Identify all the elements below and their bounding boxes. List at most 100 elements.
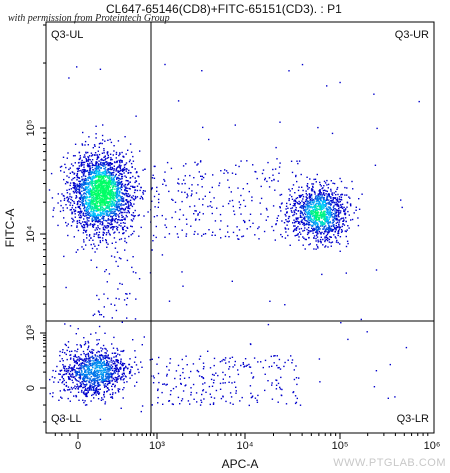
event-dot: [95, 394, 97, 396]
event-dot: [312, 189, 314, 191]
event-dot: [103, 357, 105, 359]
event-dot: [91, 385, 93, 387]
event-dot: [103, 167, 105, 170]
event-dot: [134, 209, 136, 212]
event-dot: [151, 404, 153, 406]
event-dot: [106, 350, 108, 352]
event-dot: [119, 203, 122, 206]
event-dot: [242, 219, 245, 222]
event-dot: [319, 198, 322, 200]
event-dot: [98, 209, 100, 212]
event-dot: [102, 216, 104, 218]
event-dot: [135, 180, 137, 182]
event-dot: [104, 270, 106, 273]
event-dot: [60, 204, 62, 207]
event-dot: [87, 340, 89, 343]
event-dot: [202, 389, 205, 391]
event-dot: [252, 376, 255, 378]
event-dot: [211, 385, 214, 387]
event-dot: [330, 242, 332, 244]
event-dot: [107, 186, 109, 188]
event-dot: [235, 390, 237, 392]
event-dot: [240, 213, 242, 215]
event-dot: [92, 314, 94, 317]
event-dot: [318, 197, 321, 199]
event-dot: [271, 398, 274, 400]
event-dot: [86, 206, 89, 209]
event-dot: [120, 160, 123, 162]
event-dot: [106, 202, 109, 205]
event-dot: [107, 225, 110, 227]
event-dot: [311, 210, 314, 212]
event-dot: [110, 157, 112, 159]
event-dot: [162, 183, 164, 185]
event-dot: [326, 218, 329, 220]
event-dot: [104, 401, 107, 403]
event-dot: [284, 213, 286, 216]
event-dot: [109, 168, 111, 170]
event-dot: [184, 191, 186, 194]
event-dot: [87, 177, 89, 179]
event-dot: [340, 196, 343, 198]
event-dot: [119, 183, 121, 185]
event-dot: [315, 222, 317, 224]
event-dot: [313, 235, 316, 237]
event-dot: [91, 348, 93, 351]
event-dot: [83, 218, 85, 220]
event-dot: [114, 361, 116, 363]
event-dot: [82, 184, 84, 186]
event-dot: [82, 131, 84, 134]
event-dot: [239, 400, 241, 402]
event-dot: [78, 399, 80, 401]
event-dot: [104, 202, 106, 204]
event-dot: [125, 170, 127, 172]
event-dot: [330, 200, 332, 202]
event-dot: [181, 183, 183, 185]
event-dot: [194, 161, 196, 164]
event-dot: [69, 388, 71, 391]
event-dot: [60, 170, 62, 172]
event-dot: [103, 212, 105, 214]
event-dot: [132, 185, 134, 188]
event-dot: [157, 198, 160, 201]
event-dot: [82, 380, 85, 382]
event-dot: [306, 185, 309, 188]
event-dot: [96, 388, 98, 391]
event-dot: [279, 388, 282, 390]
event-dot: [100, 208, 102, 210]
event-dot: [78, 187, 81, 189]
event-dot: [315, 234, 318, 237]
event-dot: [118, 391, 120, 393]
event-dot: [105, 354, 107, 357]
event-dot: [112, 179, 114, 181]
event-dot: [250, 372, 253, 374]
event-dot: [170, 167, 173, 170]
event-dot: [60, 369, 63, 371]
event-dot: [101, 195, 103, 198]
event-dot: [311, 190, 313, 192]
event-dot: [203, 366, 205, 368]
event-dot: [97, 176, 100, 178]
event-dot: [81, 196, 84, 199]
event-dot: [91, 205, 93, 207]
event-dot: [110, 372, 112, 374]
event-dot: [121, 196, 123, 198]
event-dot: [105, 380, 107, 382]
event-dot: [87, 371, 90, 373]
event-dot: [331, 222, 333, 224]
event-dot: [79, 375, 81, 378]
event-dot: [343, 219, 345, 222]
event-dot: [322, 205, 324, 208]
event-dot: [98, 361, 101, 363]
event-dot: [95, 172, 98, 174]
event-dot: [103, 371, 105, 373]
event-dot: [76, 361, 78, 364]
event-dot: [93, 223, 95, 225]
event-dot: [213, 197, 215, 199]
event-dot: [323, 216, 325, 218]
event-dot: [71, 211, 73, 213]
event-dot: [310, 193, 313, 196]
event-dot: [107, 154, 109, 157]
event-dot: [216, 207, 218, 209]
event-dot: [326, 211, 328, 214]
